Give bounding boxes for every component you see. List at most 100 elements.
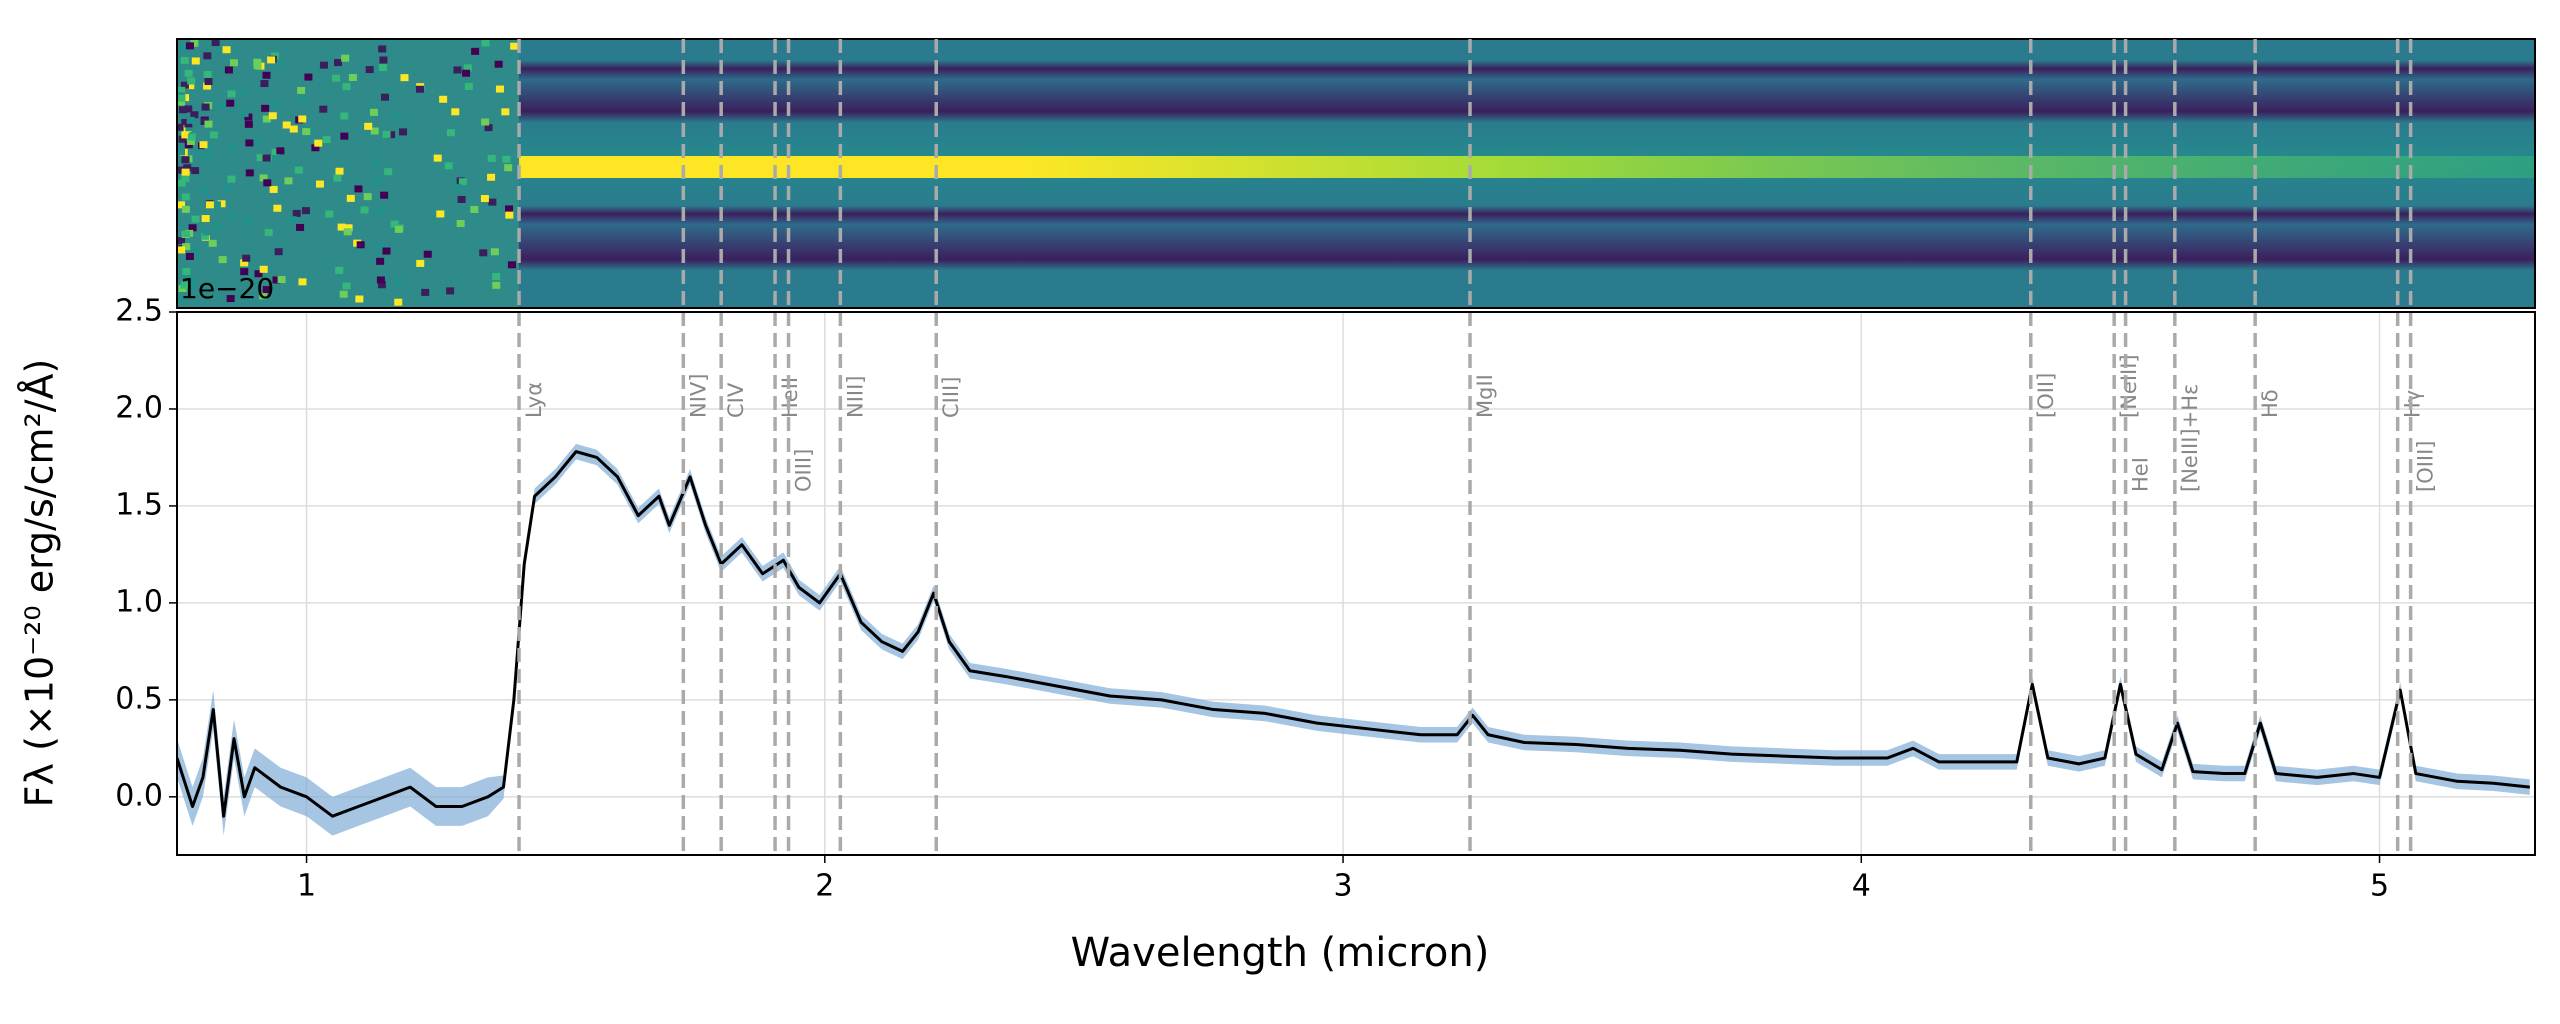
image-pixel — [184, 274, 193, 282]
image-pixel — [177, 246, 186, 254]
image-pixel — [184, 69, 193, 77]
image-pixel — [304, 73, 313, 81]
image-pixel — [298, 115, 307, 123]
image-pixel — [481, 39, 490, 47]
image-pixel — [203, 155, 212, 163]
image-pixel — [510, 42, 519, 50]
image-pixel — [181, 168, 190, 176]
image-pixel — [240, 268, 249, 276]
line-label: [OIII] — [2414, 441, 2438, 493]
image-pixel — [217, 102, 226, 110]
image-pixel — [244, 113, 253, 121]
image-pixel — [177, 148, 186, 156]
image-pixel — [416, 259, 425, 267]
plot — [177, 443, 2530, 836]
x-tick-label: 5 — [2370, 869, 2389, 904]
image-pixel — [261, 104, 270, 112]
image-pixel — [364, 122, 373, 130]
image-pixel — [253, 58, 262, 66]
image-pixel — [182, 243, 191, 251]
image-pixel — [394, 225, 403, 233]
image-pixel — [190, 247, 199, 255]
image-pixel — [270, 99, 279, 107]
image-pixel — [394, 298, 403, 306]
image-pixel — [415, 85, 424, 93]
image-pixel — [260, 80, 269, 88]
image-pixel — [376, 243, 385, 251]
image-pixel — [222, 46, 231, 54]
image-pixel — [379, 56, 388, 64]
image-pixel — [502, 155, 511, 163]
image-pixel — [246, 273, 255, 281]
image-pixel — [262, 71, 271, 79]
image-pixel — [495, 85, 504, 93]
image-pixel — [178, 135, 187, 143]
image-pixel — [204, 144, 213, 152]
image-pixel — [306, 129, 315, 137]
image-pixel — [181, 193, 190, 201]
image-pixel — [276, 147, 285, 155]
image-pixel — [272, 276, 281, 284]
image-pixel — [185, 124, 194, 132]
error-band — [177, 443, 2530, 836]
image-pixel — [507, 261, 516, 269]
image-pixel — [378, 64, 387, 72]
image-pixel — [209, 131, 218, 139]
image-pixel — [342, 282, 351, 290]
image-pixel — [490, 248, 499, 256]
image-pixel — [463, 64, 472, 72]
image-pixel — [289, 125, 298, 133]
image-pixel — [378, 45, 387, 53]
axes-frame — [176, 311, 2536, 856]
image-pixel — [433, 154, 442, 162]
image-pixel — [244, 217, 253, 225]
image-pixel — [339, 290, 348, 298]
image-pixel — [492, 273, 501, 281]
image-trace — [519, 156, 2535, 178]
image-pixel — [343, 228, 352, 236]
x-tick-label: 4 — [1852, 869, 1871, 904]
image-pixel — [201, 215, 210, 223]
image-pixel — [187, 77, 196, 85]
y-axis-label: Fλ (×10⁻²⁰ erg/s/cm²/Å) — [18, 359, 62, 808]
image-pixel — [277, 276, 286, 284]
image-pixel — [262, 154, 271, 162]
image-pixel — [319, 61, 328, 69]
image-pixel — [302, 128, 311, 136]
image-pixel — [453, 66, 462, 74]
image-pixel — [213, 223, 222, 231]
image-pixel — [190, 111, 199, 119]
image-pixel — [244, 120, 253, 128]
line-label: Lyα — [522, 382, 546, 418]
image-pixel — [501, 108, 510, 116]
image-pixel — [380, 191, 389, 199]
image-pixel — [203, 52, 212, 60]
image-pixel — [191, 57, 200, 65]
image-pixel — [190, 39, 199, 47]
image-pixel — [217, 200, 226, 208]
image-pixel — [363, 193, 372, 201]
image-pixel — [372, 177, 381, 185]
image-pixel — [505, 211, 514, 219]
image-pixel — [296, 223, 305, 231]
image-pixel — [456, 220, 465, 228]
image-pixel — [184, 120, 193, 128]
image-pixel — [365, 66, 374, 74]
image-pixel — [274, 248, 283, 256]
image-pixel — [183, 164, 192, 172]
y-tick-label: 1.5 — [115, 487, 163, 522]
image-pixel — [205, 201, 214, 209]
image-pixel — [301, 207, 310, 215]
image-pixel — [394, 278, 403, 286]
image-pixel — [264, 228, 273, 236]
x-tick-label: 1 — [297, 869, 316, 904]
image-pixel — [360, 206, 369, 214]
image-pixel — [315, 180, 324, 188]
image-pixel — [333, 174, 342, 182]
image-pixel — [224, 66, 233, 74]
image-pixel — [262, 115, 271, 123]
image-pixel — [191, 167, 200, 175]
image-pixel — [238, 87, 247, 95]
image-pixel — [436, 210, 445, 218]
image-pixel — [177, 179, 186, 187]
